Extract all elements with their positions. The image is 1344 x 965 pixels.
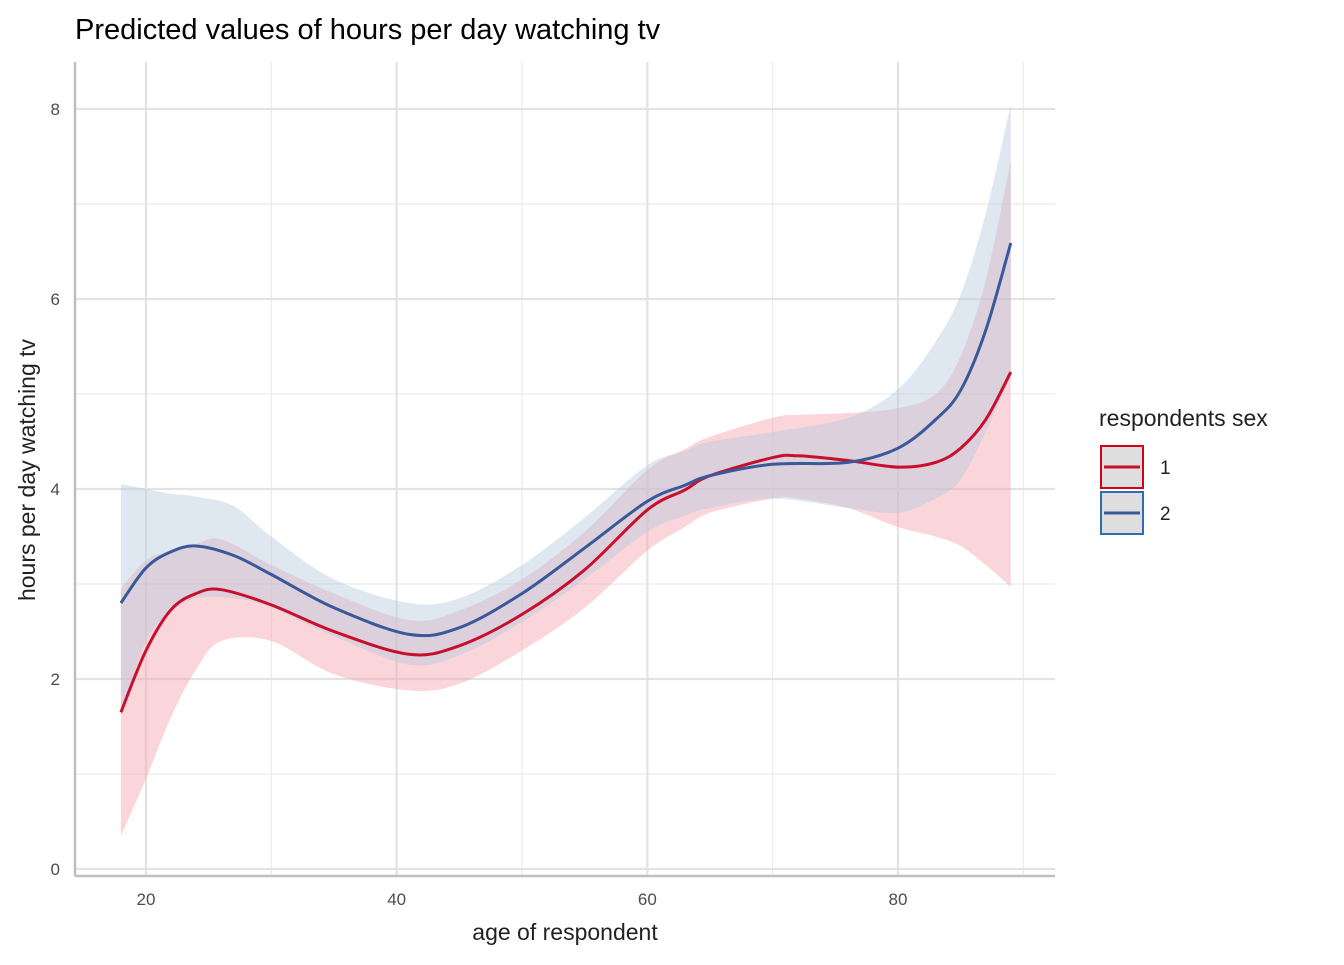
grid-major bbox=[75, 62, 1055, 876]
legend-label-2: 2 bbox=[1160, 504, 1171, 525]
y-tick-labels: 0 2 4 6 8 bbox=[51, 100, 60, 879]
x-tick-labels: 20 40 60 80 bbox=[137, 890, 908, 909]
y-axis-label: hours per day watching tv bbox=[14, 338, 40, 601]
x-tick-label: 20 bbox=[137, 890, 156, 909]
y-tick-label: 2 bbox=[51, 670, 60, 689]
y-tick-label: 0 bbox=[51, 860, 60, 879]
legend-item-2: 2 bbox=[1100, 491, 1171, 535]
x-tick-label: 60 bbox=[638, 890, 657, 909]
legend: respondents sex 1 2 bbox=[1099, 405, 1268, 535]
legend-label-1: 1 bbox=[1160, 458, 1171, 479]
legend-title: respondents sex bbox=[1099, 405, 1268, 431]
series-lines bbox=[119, 242, 1013, 713]
y-tick-label: 6 bbox=[51, 290, 60, 309]
confidence-band-1 bbox=[120, 161, 1011, 836]
legend-item-1: 1 bbox=[1100, 445, 1171, 489]
x-tick-label: 40 bbox=[387, 890, 406, 909]
y-tick-label: 4 bbox=[51, 480, 60, 499]
chart-title: Predicted values of hours per day watchi… bbox=[75, 14, 661, 46]
confidence-bands bbox=[120, 104, 1011, 836]
series-line-2 bbox=[119, 242, 1013, 638]
x-tick-label: 80 bbox=[889, 890, 908, 909]
y-tick-label: 8 bbox=[51, 100, 60, 119]
series-line-1 bbox=[119, 371, 1013, 713]
x-axis-label: age of respondent bbox=[472, 919, 658, 945]
